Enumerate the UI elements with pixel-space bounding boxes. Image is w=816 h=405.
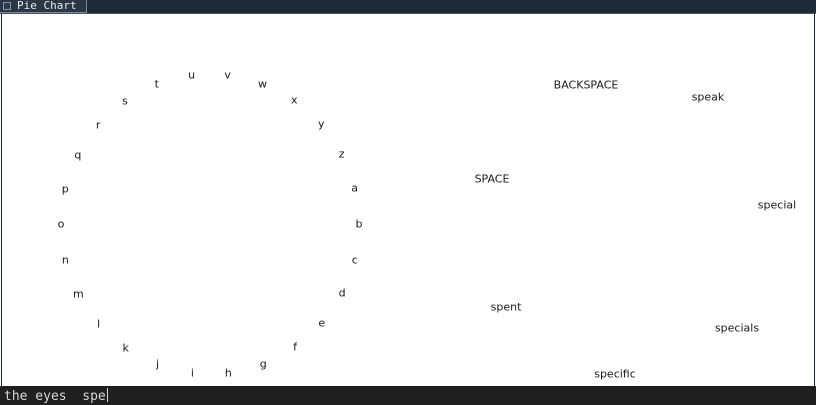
letter-option-k[interactable]: k: [122, 341, 129, 355]
letter-option-g[interactable]: g: [259, 357, 267, 371]
letter-option-i[interactable]: i: [190, 366, 194, 380]
title-tab: Pie Chart: [0, 0, 87, 13]
letter-option-e[interactable]: e: [318, 316, 326, 330]
letter-option-l[interactable]: l: [97, 317, 101, 331]
option-speak[interactable]: speak: [691, 90, 725, 104]
letter-option-c[interactable]: c: [351, 253, 358, 266]
letter-option-v[interactable]: v: [224, 68, 231, 82]
letter-option-y[interactable]: y: [318, 117, 325, 131]
letter-option-p[interactable]: p: [61, 182, 69, 195]
letter-option-h[interactable]: h: [224, 366, 232, 380]
text-input-bar[interactable]: the eyes spe: [0, 386, 816, 405]
option-space[interactable]: SPACE: [474, 172, 510, 186]
letter-option-b[interactable]: b: [355, 217, 363, 231]
typed-text-value: the eyes spe: [4, 389, 106, 404]
letter-option-s[interactable]: s: [122, 94, 128, 108]
letter-option-d[interactable]: d: [338, 286, 346, 300]
option-special[interactable]: special: [757, 198, 797, 212]
letter-option-w[interactable]: w: [258, 77, 267, 91]
option-specials[interactable]: specials: [714, 321, 760, 335]
pie-menu-canvas: a b c d e f g h i j k l m n o p q r s t u v w x y z BACKSPACE SPA…: [1, 14, 815, 386]
option-specific[interactable]: specific: [594, 367, 636, 381]
letter-option-u[interactable]: u: [188, 68, 196, 82]
text-cursor: [106, 388, 108, 402]
title-bar: Pie Chart: [0, 0, 816, 14]
letter-option-n[interactable]: n: [61, 253, 69, 267]
close-icon[interactable]: [3, 2, 11, 10]
letter-option-a[interactable]: a: [351, 181, 358, 195]
letter-option-f[interactable]: f: [293, 340, 297, 354]
option-backspace[interactable]: BACKSPACE: [553, 78, 619, 92]
letter-option-r[interactable]: r: [95, 118, 101, 132]
typed-text: the eyes spe: [4, 388, 108, 405]
window-title: Pie Chart: [17, 0, 77, 12]
option-spent[interactable]: spent: [490, 300, 522, 314]
letter-option-o[interactable]: o: [57, 217, 65, 231]
letter-option-t[interactable]: t: [154, 77, 159, 91]
letter-option-x[interactable]: x: [291, 93, 298, 107]
letter-option-j[interactable]: j: [155, 357, 160, 371]
letter-option-q[interactable]: q: [74, 148, 82, 162]
letter-option-z[interactable]: z: [338, 147, 345, 161]
letter-option-m[interactable]: m: [72, 287, 84, 301]
